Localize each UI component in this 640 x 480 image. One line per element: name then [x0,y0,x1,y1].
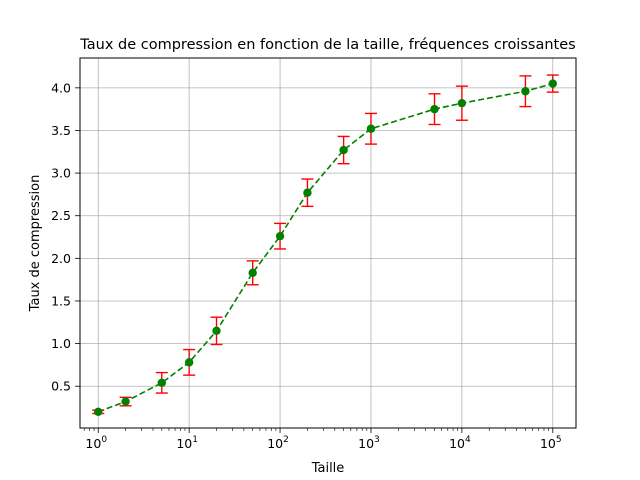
x-tick-label: 100 [85,435,107,451]
x-tick-label: 102 [267,435,289,451]
x-tick-label-exponent: 4 [465,435,471,445]
series [92,74,559,417]
x-tick-label-base: 10 [85,436,101,451]
y-tick-label: 3.5 [51,123,71,138]
x-tick-label: 101 [176,435,198,451]
x-tick-label-base: 10 [358,436,374,451]
data-point [94,407,103,417]
y-tick-label: 1.5 [51,293,71,308]
data-point [430,104,439,114]
x-tick-label-exponent: 5 [556,435,562,445]
y-tick-label: 0.5 [51,379,71,394]
x-tick-label-base: 10 [540,436,556,451]
x-tick-label-exponent: 1 [192,435,198,445]
data-point [366,124,376,133]
x-tick-label-exponent: 0 [101,435,107,445]
y-tick-label: 1.0 [51,336,71,351]
x-tick-label: 103 [358,435,380,451]
data-point [121,397,130,406]
y-tick-label: 2.0 [51,251,71,266]
plot-frame [79,57,577,429]
data-point [157,378,166,388]
data-point [457,98,467,108]
data-point [184,358,194,367]
y-tick-label: 4.0 [51,80,71,95]
x-axis: 100 101 102 103 104 105 [83,428,562,451]
data-point [303,188,312,197]
data-point [521,87,530,96]
x-tick-label: 104 [449,435,471,451]
series-line [97,82,554,413]
series-layer [92,74,559,417]
y-tick-label: 3.0 [51,166,71,181]
x-tick-label-exponent: 3 [374,435,380,445]
y-tick-label: 2.5 [51,208,71,223]
grid [80,58,576,428]
x-tick-label: 105 [540,435,562,451]
data-point [275,231,285,241]
data-point [248,268,257,278]
data-point [212,326,221,336]
x-tick-label-base: 10 [449,436,465,451]
chart-title: Taux de compression en fonction de la ta… [79,37,575,53]
y-axis-label: Taux de compression [28,175,43,313]
data-point [548,79,557,88]
x-tick-label-base: 10 [176,436,192,451]
data-point [339,145,348,155]
x-tick-label-base: 10 [267,436,283,451]
x-tick-label-exponent: 2 [283,435,289,445]
x-axis-label: Taille [311,461,345,476]
y-axis: 0.5 1.0 1.5 2.0 2.5 3.0 3.5 4.0 [51,80,80,394]
